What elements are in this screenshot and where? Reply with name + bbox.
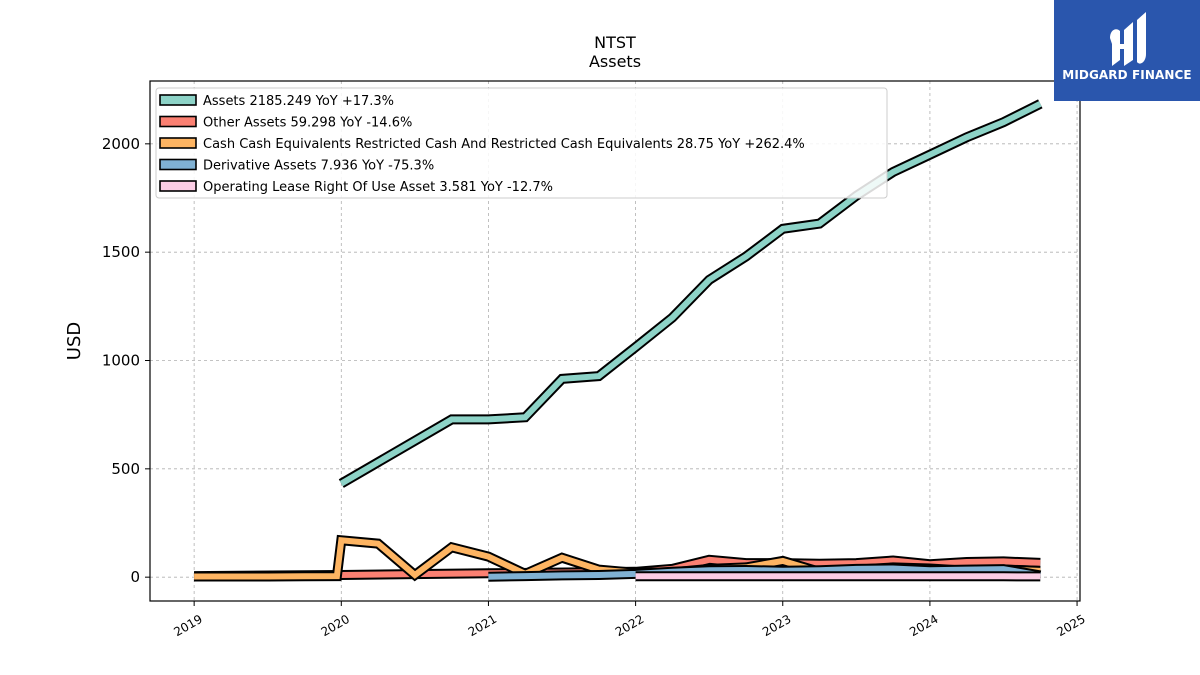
series-layer — [194, 99, 1043, 582]
x-tick-label: 2021 — [466, 612, 499, 639]
x-tick-label: 2019 — [171, 612, 204, 639]
y-axis-label: USD — [64, 322, 85, 360]
x-tick-label: 2024 — [907, 612, 940, 639]
legend-label-4: Operating Lease Right Of Use Asset 3.581… — [203, 180, 553, 195]
y-tick-label: 2000 — [102, 135, 140, 153]
legend-swatch-1 — [159, 115, 197, 128]
legend-swatch-4 — [159, 180, 197, 192]
logo-text: MIDGARD FINANCE — [1062, 68, 1192, 82]
y-tick-label: 500 — [111, 460, 140, 478]
legend: Assets 2185.249 YoY +17.3% Other Assets 5… — [155, 87, 888, 199]
legend-swatch-0 — [159, 94, 197, 106]
legend-swatch-2 — [159, 137, 197, 149]
plot-frame — [149, 80, 1081, 602]
legend-label-3: Derivative Assets 7.936 YoY -75.3% — [203, 159, 434, 174]
y-tick-label: 1500 — [102, 243, 140, 261]
midgard-finance-logo: MIDGARD FINANCE — [1054, 0, 1200, 101]
y-tick-label: 1000 — [102, 352, 140, 370]
series-line-0 — [339, 101, 1042, 487]
chart-subtitle: Assets — [589, 52, 641, 71]
legend-box — [155, 87, 888, 199]
series-line-3 — [488, 565, 1041, 580]
legend-label-2: Cash Cash Equivalents Restricted Cash An… — [203, 137, 805, 152]
legend-swatch-3 — [159, 158, 197, 171]
x-tick-label: 2022 — [613, 612, 646, 639]
x-tick-label: 2023 — [760, 612, 793, 639]
chart-title: NTST — [594, 33, 636, 52]
legend-label-1: Other Assets 59.298 YoY -14.6% — [203, 116, 412, 131]
logo-mark-icon — [1110, 12, 1146, 66]
x-tick-label: 2025 — [1054, 612, 1087, 639]
legend-label-0: Assets 2185.249 YoY +17.3% — [203, 94, 394, 109]
y-tick-label: 0 — [130, 568, 140, 586]
x-tick-label: 2020 — [319, 612, 352, 639]
